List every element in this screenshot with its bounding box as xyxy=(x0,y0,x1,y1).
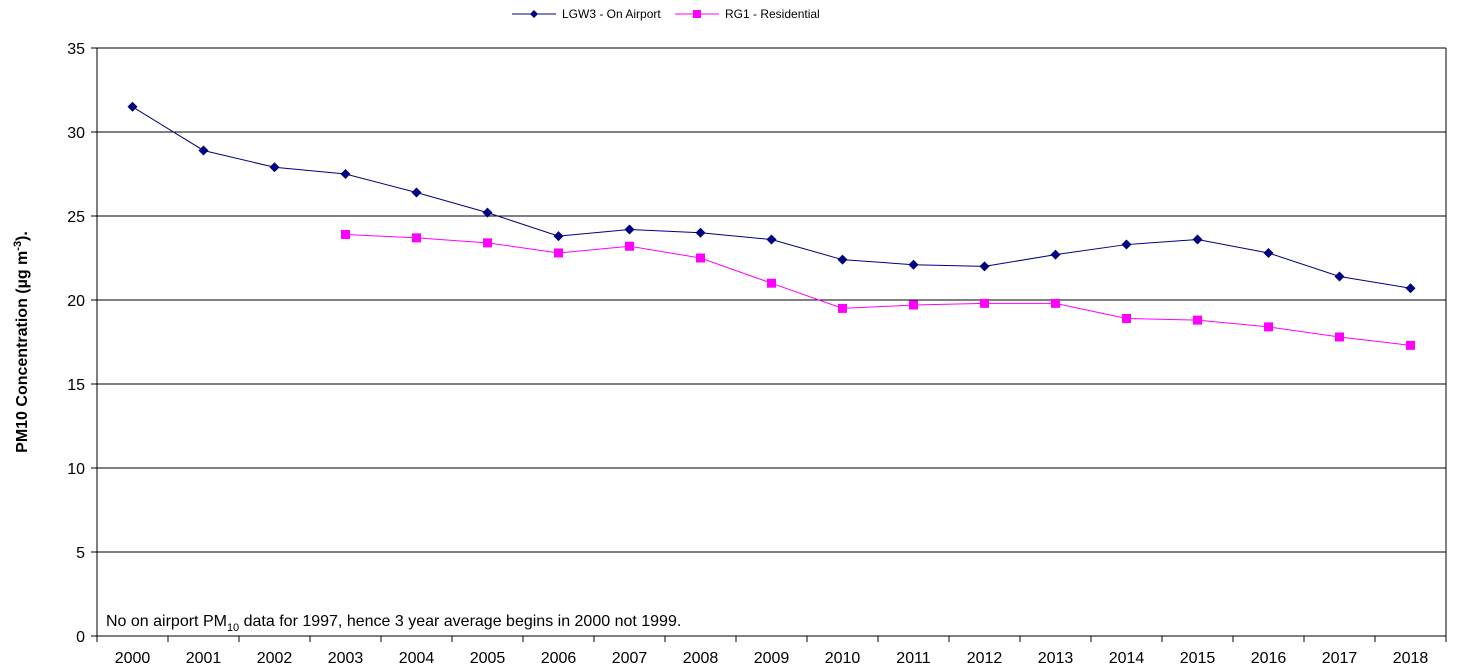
data-point xyxy=(837,254,848,265)
series-line xyxy=(132,106,1411,289)
data-point xyxy=(482,207,493,218)
x-tick-label: 2005 xyxy=(470,650,506,667)
data-point xyxy=(340,169,351,179)
x-tick-label: 2013 xyxy=(1038,650,1074,667)
data-point xyxy=(1406,340,1415,350)
data-point xyxy=(908,259,919,270)
data-point xyxy=(483,238,492,248)
x-tick-label: 2004 xyxy=(399,650,435,667)
data-point xyxy=(624,224,635,235)
data-point xyxy=(838,303,847,313)
data-point xyxy=(554,248,563,258)
data-point xyxy=(341,229,350,239)
data-point xyxy=(198,145,209,156)
y-tick-label: 35 xyxy=(67,41,85,58)
x-tick-label: 2010 xyxy=(825,650,861,667)
x-tick-label: 2014 xyxy=(1109,650,1145,667)
data-point xyxy=(1193,315,1202,325)
data-point xyxy=(766,234,777,245)
x-tick-label: 2006 xyxy=(541,650,577,667)
data-point xyxy=(1192,234,1203,245)
data-point xyxy=(695,227,706,238)
annotation-part: data for 1997, hence 3 year average begi… xyxy=(239,613,681,630)
y-tick-label: 5 xyxy=(76,545,85,562)
x-tick-label: 2001 xyxy=(186,650,222,667)
data-point xyxy=(553,231,564,242)
data-point xyxy=(1334,271,1345,282)
annotation: No on airport PM10 data for 1997, hence … xyxy=(106,613,681,634)
data-point xyxy=(909,300,918,310)
x-tick-label: 2000 xyxy=(115,650,151,667)
x-tick-label: 2003 xyxy=(328,650,364,667)
y-tick-label: 15 xyxy=(67,377,85,394)
y-tick-label: 25 xyxy=(67,209,85,226)
y-axis-title: PM10 Concentration (µg m-3). xyxy=(12,231,31,453)
data-point xyxy=(1122,313,1131,323)
legend-marker xyxy=(530,10,538,18)
data-point xyxy=(411,187,422,198)
x-tick-label: 2011 xyxy=(896,650,931,667)
data-point xyxy=(127,101,138,112)
x-tick-label: 2007 xyxy=(612,650,648,667)
x-tick-label: 2017 xyxy=(1322,650,1358,667)
x-tick-label: 2008 xyxy=(683,650,719,667)
data-point xyxy=(1405,283,1416,294)
data-point xyxy=(767,278,776,288)
data-point xyxy=(696,253,705,263)
y-tick-label: 30 xyxy=(67,125,85,142)
data-point xyxy=(1263,247,1274,258)
annotation-sub: 10 xyxy=(227,622,239,634)
data-point xyxy=(980,298,989,308)
data-point xyxy=(979,261,990,272)
y-tick-label: 10 xyxy=(67,461,85,478)
data-point xyxy=(1335,332,1344,342)
data-point xyxy=(412,233,421,243)
x-tick-label: 2015 xyxy=(1180,650,1216,667)
annotation-part: No on airport PM xyxy=(106,613,227,630)
series-line xyxy=(345,233,1411,346)
data-point xyxy=(1051,298,1060,308)
legend-marker xyxy=(693,10,701,18)
legend-label: LGW3 - On Airport xyxy=(562,7,661,21)
data-point xyxy=(269,162,280,173)
x-tick-label: 2002 xyxy=(257,650,293,667)
x-tick-label: 2009 xyxy=(754,650,790,667)
y-tick-label: 20 xyxy=(67,293,85,310)
data-point xyxy=(625,241,634,251)
x-tick-label: 2016 xyxy=(1251,650,1287,667)
y-axis-title-part: ). xyxy=(14,231,31,241)
y-axis-title-sup: -3 xyxy=(12,241,24,251)
x-tick-label: 2018 xyxy=(1393,650,1429,667)
x-tick-label: 2012 xyxy=(967,650,1003,667)
y-tick-label: 0 xyxy=(76,629,85,646)
legend-label: RG1 - Residential xyxy=(725,7,820,21)
y-axis-title-part: PM10 Concentration (µg m xyxy=(14,251,31,453)
data-point xyxy=(1264,322,1273,332)
data-point xyxy=(1121,239,1132,250)
data-point xyxy=(1050,249,1061,260)
